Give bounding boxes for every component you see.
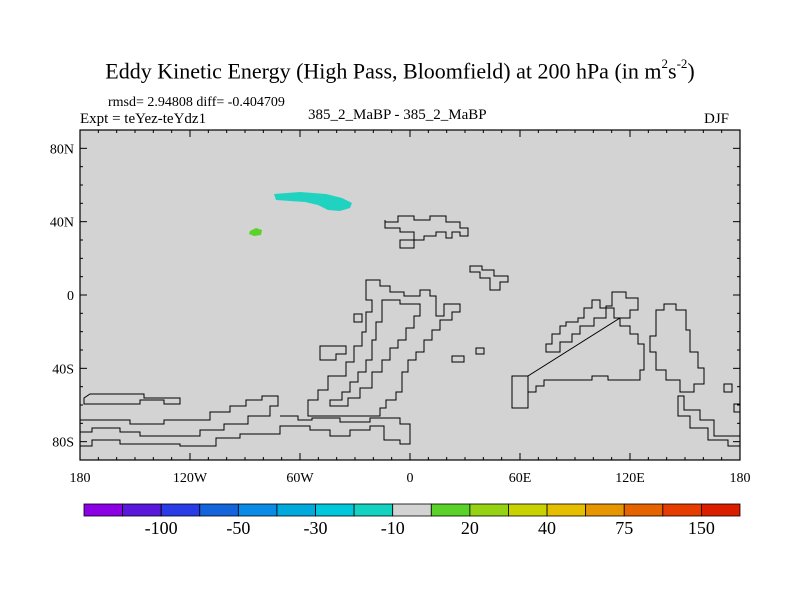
colorbar-label: -100 (145, 518, 178, 538)
south-asia-outline (469, 265, 509, 291)
colorbar-label: -10 (381, 518, 405, 538)
title-close: ) (687, 58, 695, 84)
colorbar-box (392, 503, 432, 517)
islet-outline (319, 345, 347, 361)
africa-america-outline (307, 279, 461, 417)
colorbar: -100 -50 -30 -10 20 40 75 150 (83, 503, 741, 538)
islet-outline-2 (353, 313, 363, 323)
colorbar-box (469, 503, 509, 517)
x-tick-label: 180 (70, 471, 91, 486)
colorbar-box (160, 503, 201, 517)
x-tick-label: 180 (730, 471, 751, 486)
chart-title: Eddy Kinetic Energy (High Pass, Bloomfie… (0, 56, 800, 84)
positive-anomaly-patch (249, 228, 262, 236)
colorbar-box (701, 503, 741, 517)
x-tick-label: 0 (407, 471, 414, 486)
colorbar-box (623, 503, 664, 517)
island-outline (475, 347, 485, 355)
colorbar-box (83, 503, 123, 517)
colorbar-box (237, 503, 278, 517)
far-east-islet (723, 383, 733, 393)
colorbar-label: 40 (538, 518, 556, 538)
experiment-label: Expt = teYez-teYdz1 (80, 111, 207, 127)
y-tick-label: 80S (52, 436, 74, 451)
x-tick-label: 120W (173, 471, 208, 486)
x-tick-label: 60W (286, 471, 314, 486)
islet-outline-3 (451, 355, 465, 363)
antarctica-outline-2 (79, 415, 411, 447)
colorbar-label: -50 (226, 518, 250, 538)
south-america-interior-outline (329, 299, 421, 407)
colorbar-label: 20 (461, 518, 479, 538)
colorbar-label: 75 (615, 518, 633, 538)
colorbar-box (585, 503, 625, 517)
eurasia-outline (384, 215, 469, 241)
y-tick-label: 40N (50, 216, 74, 231)
map-background (80, 130, 740, 460)
season-label: DJF (704, 111, 730, 127)
title-exponent-1: 2 (661, 56, 669, 71)
antarctica-outline-3 (83, 393, 181, 405)
negative-anomaly-patch (274, 192, 352, 211)
title-exponent-2: -2 (676, 56, 688, 71)
east-outline-2 (677, 395, 741, 447)
colorbar-box (430, 503, 471, 517)
axis-ticks: 180 120W 60W 0 60E 120E 180 80N 40N 0 40S 80S (50, 130, 751, 486)
colorbar-box (662, 503, 702, 517)
continent-outlines (79, 215, 741, 447)
small-island-outline (399, 239, 415, 249)
colorbar-box (508, 503, 548, 517)
colorbar-box (122, 503, 162, 517)
colorbar-box (199, 503, 239, 517)
colorbar-label: 150 (688, 518, 715, 538)
antarctica-outline (79, 395, 279, 437)
title-unit-s: s (668, 58, 677, 84)
y-tick-label: 0 (67, 289, 74, 304)
x-tick-label: 60E (509, 471, 532, 486)
colorbar-box (276, 503, 316, 517)
rmsd-diff-label: rmsd= 2.94808 diff= -0.404709 (108, 95, 285, 110)
x-tick-label: 120E (615, 471, 645, 486)
colorbar-box (353, 503, 394, 517)
australia-outline (511, 291, 645, 409)
east-outline (649, 303, 705, 393)
colorbar-box (546, 503, 587, 517)
case-label: 385_2_MaBP - 385_2_MaBP (308, 107, 487, 123)
colorbar-box (315, 503, 355, 517)
y-tick-label: 80N (50, 142, 74, 157)
colorbar-label: -30 (304, 518, 328, 538)
title-main: Eddy Kinetic Energy (High Pass, Bloomfie… (105, 58, 662, 84)
y-tick-label: 40S (52, 362, 74, 377)
